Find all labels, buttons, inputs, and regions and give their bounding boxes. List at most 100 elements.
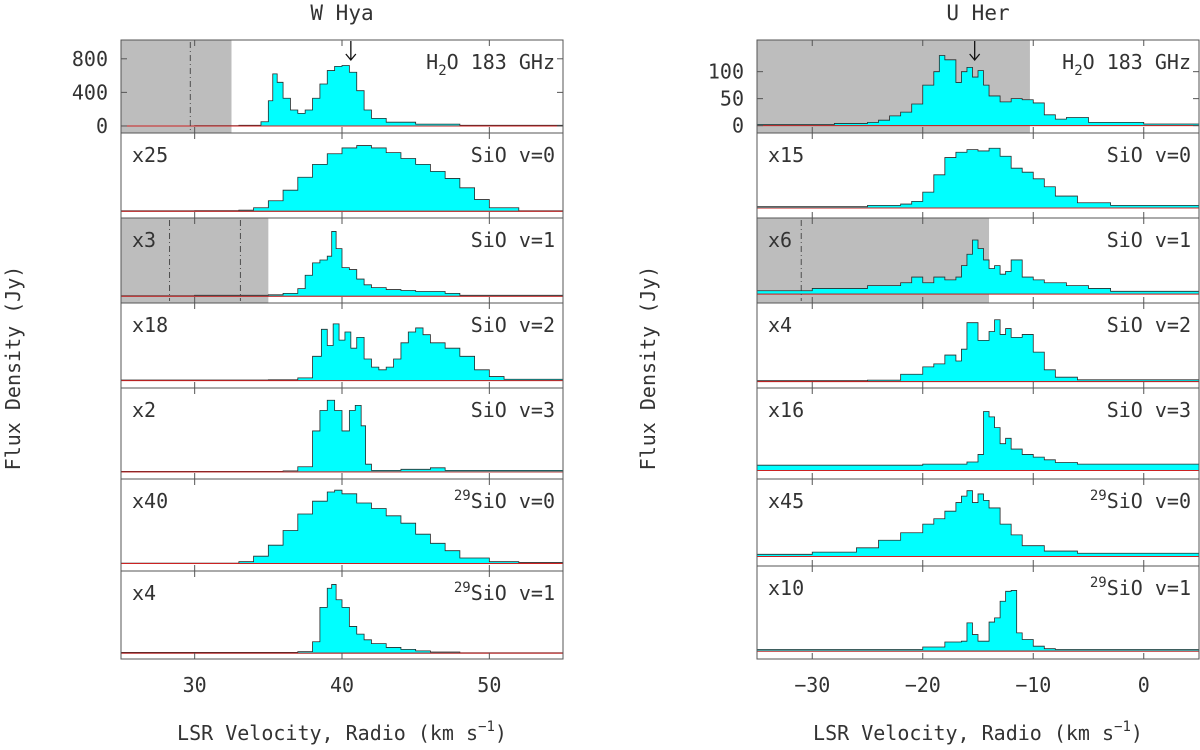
left-panel-sio-v2: x18 SiO v=2: [120, 302, 564, 389]
left-panel-sio-v1-scale-label: x3: [132, 228, 156, 252]
left-panel-29sio-v1-scale-label: x4: [132, 581, 156, 605]
left-panel-29sio-v1-line-label-rest: SiO v=1: [471, 581, 555, 605]
right-panel-h2o-spectrum: [756, 55, 1200, 127]
right-panel-sio-v0-spectrum: [756, 147, 1200, 209]
left-panel-sio-v2-spectrum: [120, 323, 564, 381]
left-panel-29sio-v1-line-label: 29SiO v=1: [454, 580, 555, 605]
left-panel-sio-v3-scale-label: x2: [132, 398, 156, 422]
left-panel-sio-v0-spectrum: [120, 145, 564, 212]
left-x-axis-label: LSR Velocity, Radio (km s−1): [177, 719, 507, 745]
right-xtick-label-1: −20: [905, 673, 941, 697]
left-xtick-label-1: 40: [330, 673, 354, 697]
right-panel-sio-v1-line-label: SiO v=1: [1107, 228, 1191, 252]
left-panel-h2o-ytick-label-0: 0: [96, 114, 108, 138]
right-panel-h2o-line-label-h: H: [1062, 50, 1074, 74]
right-panel-sio-v2-scale-label: x4: [768, 313, 792, 337]
right-panel-29sio-v0-line-label: 29SiO v=0: [1090, 488, 1191, 513]
left-panel-sio-v1-line-label: SiO v=1: [471, 228, 555, 252]
left-panel-sio-v2-scale-label: x18: [132, 313, 168, 337]
left-panel-sio-v0-line-label: SiO v=0: [471, 143, 555, 167]
right-x-axis-label: LSR Velocity, Radio (km s−1): [813, 719, 1143, 745]
right-panel-29sio-v1-line-label: 29SiO v=1: [1090, 575, 1191, 600]
right-panel-sio-v3-line-label: SiO v=3: [1107, 398, 1191, 422]
right-panel-29sio-v1-scale-label: x10: [768, 576, 804, 600]
left-x-axis-label-end: ): [495, 721, 507, 745]
right-panel-sio-v2-spectrum: [756, 319, 1200, 382]
left-panel-29sio-v0-line-label: 29SiO v=0: [454, 488, 555, 513]
left-panel-29sio-v0-scale-label: x40: [132, 489, 168, 513]
right-panel-h2o: 0 50 100 H2O 183 GHz: [708, 39, 1200, 138]
right-y-axis-label: Flux Density (Jy): [636, 266, 660, 471]
right-panel-sio-v2-line-label: SiO v=2: [1107, 313, 1191, 337]
left-panel-29sio-v1: x4 29SiO v=1: [120, 570, 564, 660]
left-chart-title: W Hya: [310, 1, 373, 25]
left-y-axis-label: Flux Density (Jy): [1, 266, 25, 471]
right-panel-29sio-v0: x45 29SiO v=0: [756, 478, 1200, 567]
right-panel-29sio-v1: x10 29SiO v=1: [756, 565, 1200, 660]
right-panel-29sio-v0-line-label-isotope: 29: [1090, 488, 1107, 504]
right-xtick-label-0: −30: [794, 673, 830, 697]
left-x-axis-label-main: LSR Velocity, Radio (km s: [177, 721, 478, 745]
right-x-axis-label-sup: −1: [1114, 719, 1131, 735]
right-panel-h2o-ytick-label-1: 50: [720, 87, 744, 111]
right-panel-h2o-line-label-sub: 2: [1074, 63, 1082, 79]
right-panel-h2o-line-label-rest: O 183 GHz: [1083, 50, 1191, 74]
right-x-axis-label-main: LSR Velocity, Radio (km s: [813, 721, 1114, 745]
right-panel-29sio-v1-line-label-rest: SiO v=1: [1107, 576, 1191, 600]
right-panel-29sio-v1-line-label-isotope: 29: [1090, 575, 1107, 591]
right-panel-sio-v0-line-label: SiO v=0: [1107, 143, 1191, 167]
left-panel-h2o-line-label: H2O 183 GHz: [426, 50, 555, 79]
right-panel-sio-v0-scale-label: x15: [768, 143, 804, 167]
left-panel-h2o-line-label-rest: O 183 GHz: [447, 50, 555, 74]
left-panel-h2o-ytick-label-2: 800: [72, 47, 108, 71]
right-xtick-label-2: −10: [1015, 673, 1051, 697]
left-panel-sio-v3: x2 SiO v=3: [120, 387, 564, 480]
right-panel-sio-v1-spectrum: [756, 239, 1200, 295]
left-panel-sio-v1: x3 SiO v=1: [120, 217, 564, 304]
left-panel-sio-v3-spectrum: [120, 399, 564, 473]
right-panel-29sio-v1-frame: [756, 565, 1200, 660]
left-panel-h2o-arrow-head: [345, 53, 357, 62]
left-panel-29sio-v1-spectrum: [120, 584, 564, 654]
left-panel-29sio-v1-line-label-isotope: 29: [454, 580, 471, 596]
left-panel-sio-v0: x25 SiO v=0: [120, 132, 564, 219]
right-panel-sio-v1-scale-label: x6: [768, 228, 792, 252]
left-xtick-label-0: 30: [183, 673, 207, 697]
right-panel-sio-v1: x6 SiO v=1: [756, 217, 1200, 304]
left-panel-h2o: 0 400 800 H2O 183 GHz: [72, 39, 564, 138]
right-chart: 0 50 100 H2O 183 GHz x15 SiO v=0 x6 SiO v=1 x4 Si…: [708, 39, 1200, 697]
right-panel-h2o-ytick-label-2: 100: [708, 60, 744, 84]
left-panel-29sio-v0-line-label-isotope: 29: [454, 488, 471, 504]
left-chart: 0 400 800 H2O 183 GHz x25 SiO v=0 x3 SiO v=1 x18…: [72, 39, 564, 697]
left-panel-h2o-line-label-sub: 2: [438, 63, 446, 79]
right-panel-sio-v3-scale-label: x16: [768, 398, 804, 422]
right-panel-sio-v3-spectrum: [756, 411, 1200, 471]
left-panel-sio-v3-line-label: SiO v=3: [471, 398, 555, 422]
right-xtick-label-3: 0: [1138, 673, 1150, 697]
left-panel-29sio-v0-line-label-rest: SiO v=0: [471, 489, 555, 513]
left-panel-h2o-shaded-region: [121, 40, 232, 133]
right-panel-29sio-v0-scale-label: x45: [768, 489, 804, 513]
right-panel-29sio-v1-spectrum: [756, 590, 1200, 652]
left-panel-h2o-ytick-label-1: 400: [72, 80, 108, 104]
left-panel-h2o-line-label-h: H: [426, 50, 438, 74]
right-x-axis-label-end: ): [1131, 721, 1143, 745]
right-panel-sio-v0: x15 SiO v=0: [756, 132, 1200, 219]
left-x-axis-label-sup: −1: [478, 719, 495, 735]
right-chart-title: U Her: [946, 1, 1009, 25]
right-panel-29sio-v0-spectrum: [756, 490, 1200, 557]
right-panel-h2o-line-label: H2O 183 GHz: [1062, 50, 1191, 79]
left-panel-h2o-spectrum: [121, 65, 564, 127]
left-panel-sio-v1-spectrum: [120, 231, 564, 297]
right-panel-h2o-ytick-label-0: 0: [732, 114, 744, 138]
left-panel-29sio-v0: x40 29SiO v=0: [120, 478, 564, 572]
left-panel-sio-v2-line-label: SiO v=2: [471, 313, 555, 337]
left-panel-29sio-v0-spectrum: [120, 489, 564, 564]
right-panel-sio-v2: x4 SiO v=2: [756, 302, 1200, 389]
left-panel-sio-v0-scale-label: x25: [132, 143, 168, 167]
left-panel-sio-v1-shaded-region: [121, 218, 269, 303]
right-panel-h2o-arrow-head: [969, 53, 981, 62]
left-xtick-label-2: 50: [477, 673, 501, 697]
